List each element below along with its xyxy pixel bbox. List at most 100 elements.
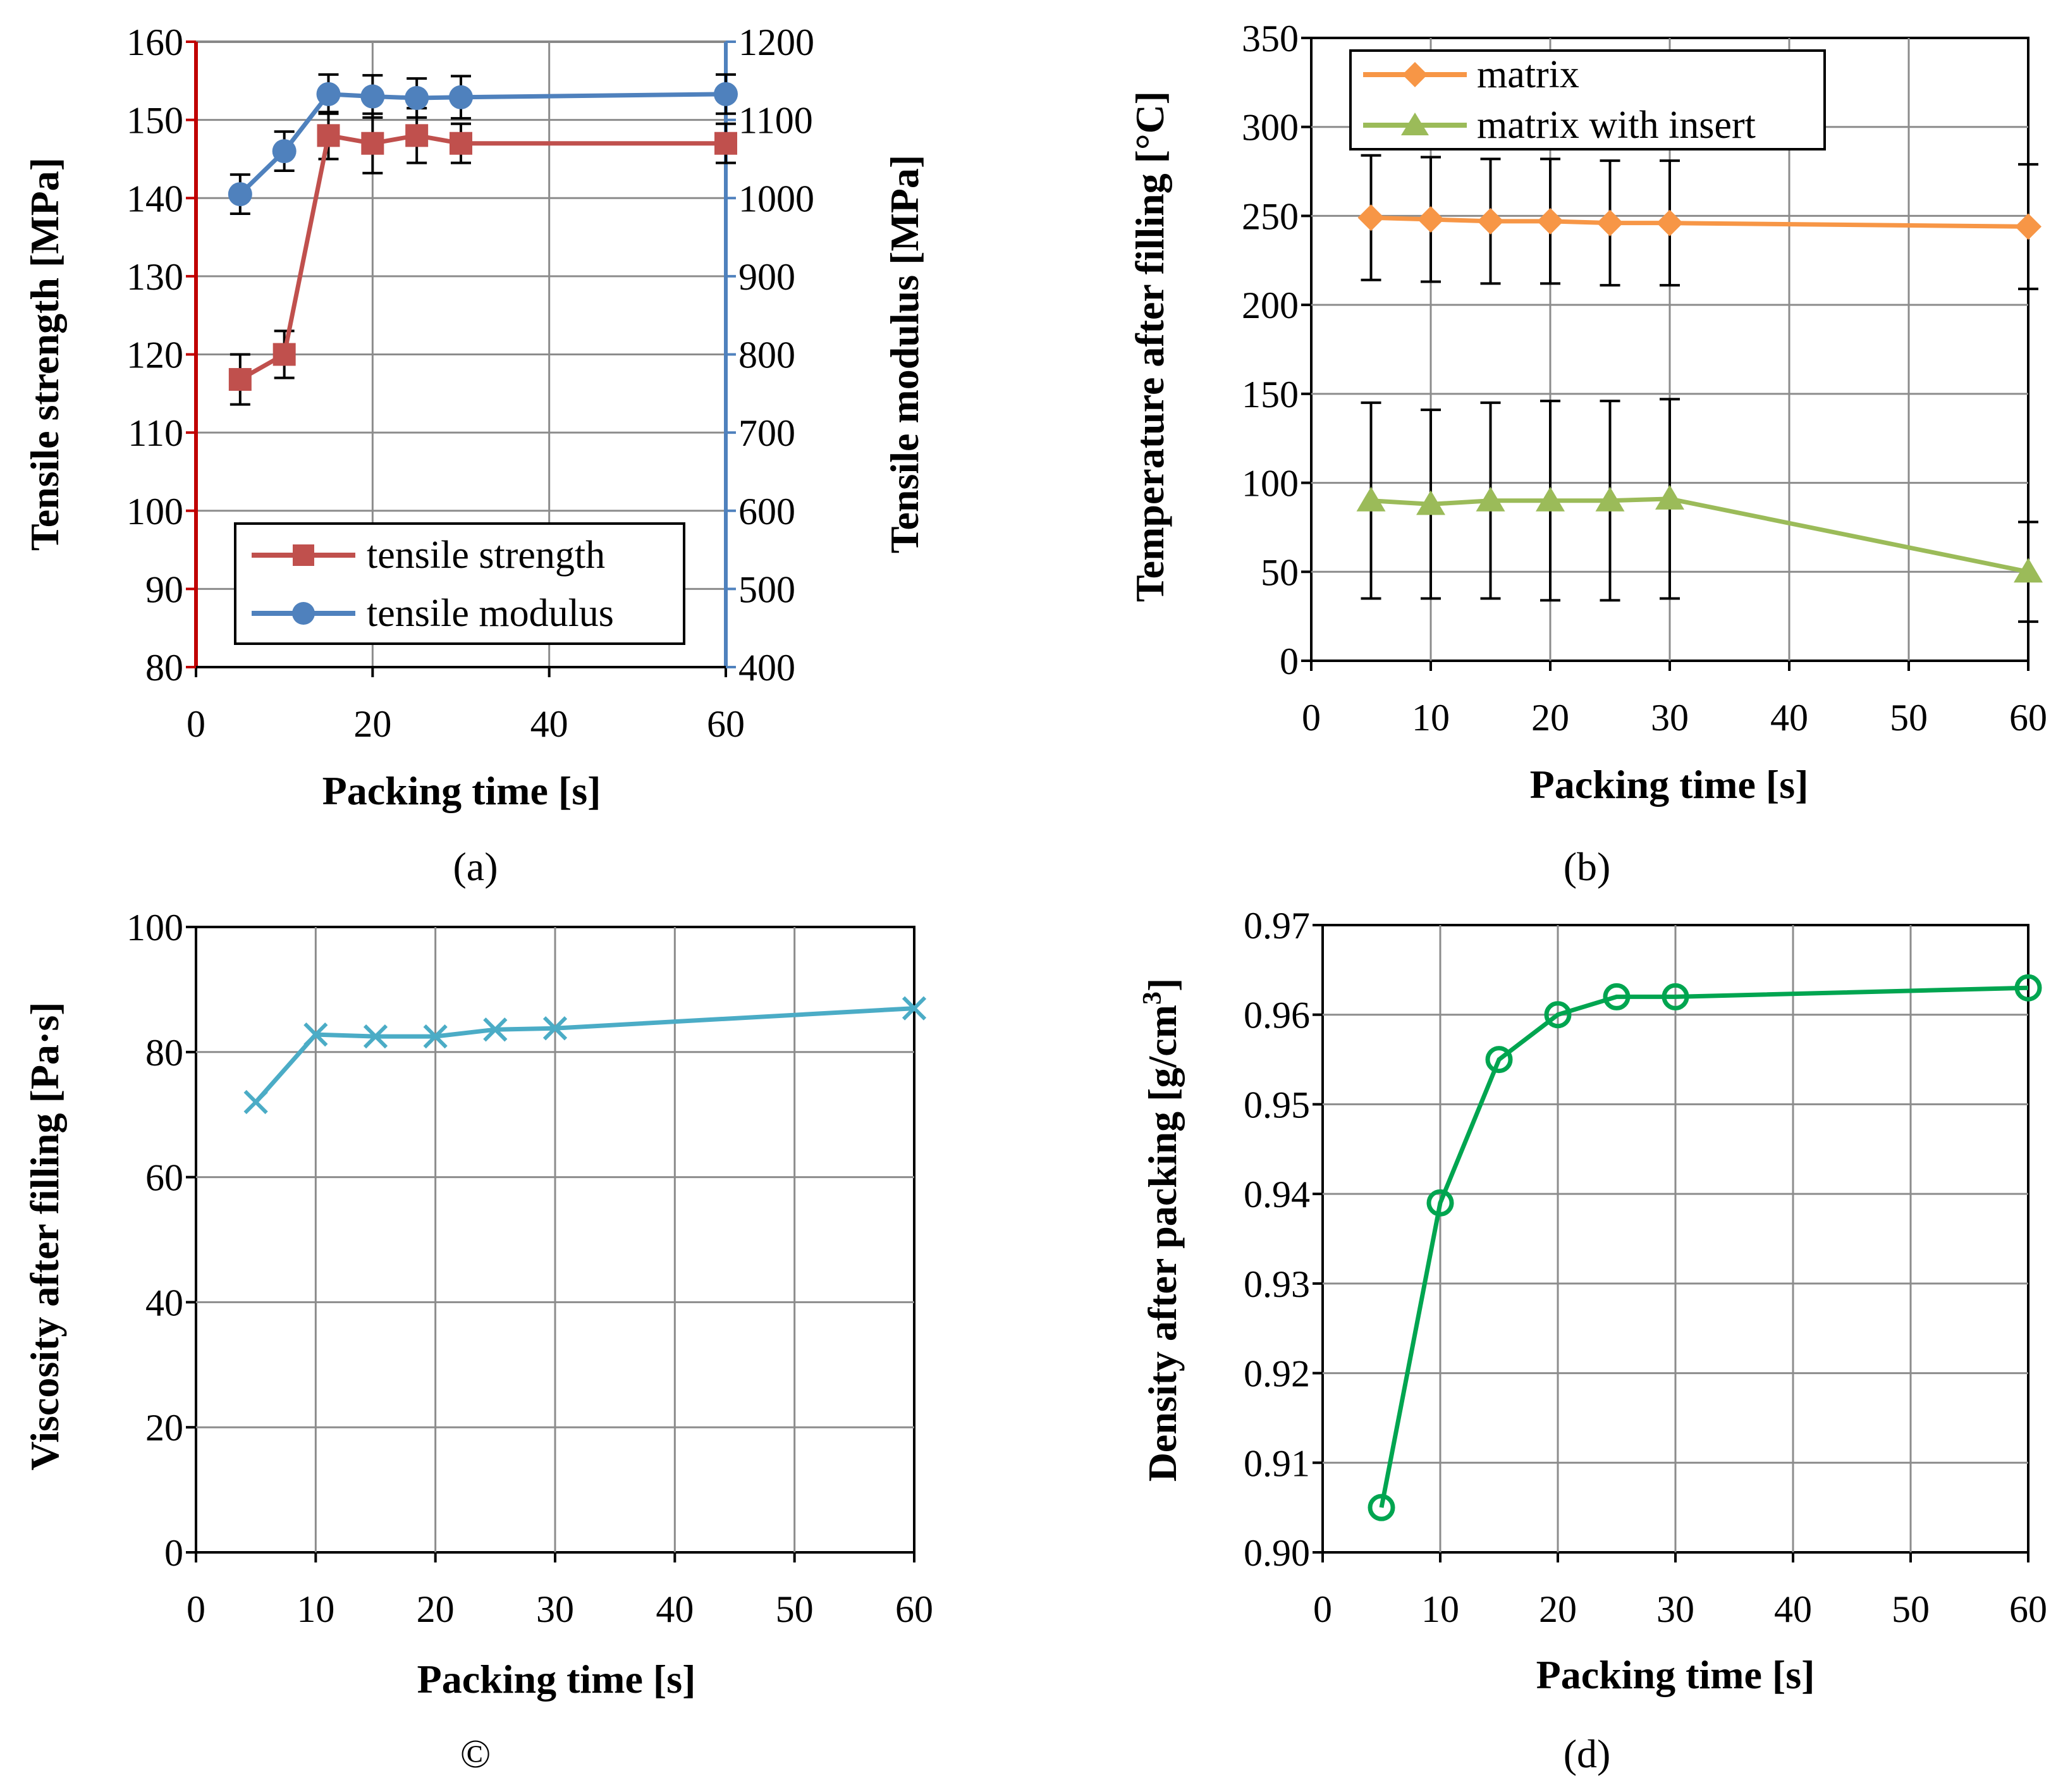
point-matrix-marker xyxy=(1596,209,1624,236)
point-tensile-modulus-marker xyxy=(228,182,252,207)
panel-b-caption: (b) xyxy=(1564,844,1611,889)
y-tick-label: 0.92 xyxy=(1244,1353,1310,1395)
point-density-marker xyxy=(1426,1189,1454,1217)
panel-c-series xyxy=(243,996,927,1115)
panel-d: 0 10 20 30 40 50 60 0.900.910.920.930.940.950.… xyxy=(1138,905,2047,1776)
legend-marker-circle xyxy=(292,602,315,625)
series-density xyxy=(1368,974,2042,1521)
legend-label-tensile-modulus: tensile modulus xyxy=(367,592,614,635)
y-tick-label: 150 xyxy=(126,100,183,142)
series-tensile-modulus xyxy=(228,73,738,215)
point-viscosity-marker xyxy=(363,1024,388,1049)
point-viscosity-marker-stroke xyxy=(363,1024,388,1049)
x-tick-label: 30 xyxy=(1656,1588,1694,1630)
point-density-marker xyxy=(1662,983,1689,1010)
x-tick-label: 20 xyxy=(1539,1588,1577,1630)
panel-c-caption: © xyxy=(460,1731,491,1776)
legend-label-tensile-strength: tensile strength xyxy=(367,534,605,577)
point-viscosity-marker xyxy=(243,1089,268,1115)
panel-a: 0 20 40 60 80 90 100 110 120 130 140 150 160 400 500… xyxy=(22,21,927,889)
y-tick-label: 40 xyxy=(145,1282,183,1323)
y-tick-label: 110 xyxy=(128,412,183,454)
panel-d-y-axis-label: Density after packing [g/cm3] xyxy=(1138,978,1185,1482)
point-density-marker xyxy=(1368,1494,1395,1521)
point-matrix-marker xyxy=(1656,209,1683,236)
y-tick-label: 100 xyxy=(126,491,183,532)
point-tensile-modulus-marker xyxy=(272,139,297,164)
point-matrix-with-insert-marker xyxy=(1595,486,1625,512)
point-matrix-with-insert-marker xyxy=(1416,490,1445,515)
panel-c-y-ticks: 0 20 40 60 80 100 xyxy=(126,907,196,1574)
x-tick-label: 30 xyxy=(536,1588,574,1630)
panel-c-x-axis-label: Packing time [s] xyxy=(417,1657,696,1702)
x-tick-label: 60 xyxy=(2009,1588,2047,1630)
point-tensile-modulus-marker xyxy=(316,82,341,106)
x-tick-label: 0 xyxy=(187,1588,205,1630)
point-matrix-marker xyxy=(1357,204,1385,231)
y-tick-label: 0.91 xyxy=(1244,1442,1310,1484)
x-tick-label: 20 xyxy=(353,703,391,745)
y-tick-label: 80 xyxy=(145,1032,183,1074)
point-tensile-modulus-marker xyxy=(449,85,473,109)
point-tensile-strength-marker xyxy=(361,132,384,155)
point-viscosity-marker-stroke xyxy=(423,1024,448,1049)
point-viscosity-marker-stroke xyxy=(902,996,927,1021)
x-tick-label: 0 xyxy=(187,703,205,745)
y-tick-label-right: 800 xyxy=(738,334,795,376)
point-matrix-marker xyxy=(1417,206,1444,233)
series-tensile-strength xyxy=(228,107,737,406)
y-tick-label-right: 600 xyxy=(738,491,795,532)
y-tick-label: 0 xyxy=(164,1532,183,1574)
series-matrix-with-insert xyxy=(1356,398,2043,623)
panel-a-y-ticks-right: 400 500 600 700 800 900 1000 1100 1200 xyxy=(726,21,814,689)
series-line-density xyxy=(1379,985,2029,1508)
panel-c-y-axis-label: Viscosity after filling [Pa·s] xyxy=(22,1002,67,1470)
y-tick-label-right: 1200 xyxy=(738,21,814,63)
panel-d-y-label-sup: 3 xyxy=(1138,991,1167,1005)
x-tick-label: 30 xyxy=(1651,697,1689,739)
point-viscosity-marker-stroke xyxy=(243,1089,268,1115)
y-tick-label: 120 xyxy=(126,334,183,376)
series-matrix xyxy=(1357,154,2042,290)
panel-a-series xyxy=(228,73,738,406)
x-tick-label: 10 xyxy=(1421,1588,1459,1630)
panel-d-y-label-end: ] xyxy=(1140,978,1185,991)
panel-a-x-ticks: 0 20 40 60 xyxy=(187,667,745,745)
y-tick-label: 90 xyxy=(145,568,183,610)
point-tensile-modulus-marker xyxy=(714,82,738,106)
x-tick-label: 60 xyxy=(707,703,745,745)
y-tick-label-right: 900 xyxy=(738,256,795,298)
point-matrix-marker xyxy=(1537,207,1564,235)
series-line-tensile-strength xyxy=(239,133,726,382)
y-tick-label: 160 xyxy=(126,21,183,63)
y-tick-label-right: 400 xyxy=(738,647,795,689)
legend-marker-diamond xyxy=(1402,62,1428,87)
point-tensile-modulus-marker xyxy=(360,84,385,109)
x-tick-label: 50 xyxy=(1892,1588,1930,1630)
series-line-matrix-with-insert xyxy=(1371,496,2029,574)
y-tick-label-right: 500 xyxy=(738,568,795,610)
panel-a-x-axis-label: Packing time [s] xyxy=(322,768,601,813)
panel-d-y-ticks: 0.90 0.91 0.92 0.93 0.94 0.95 0.96 0.97 xyxy=(1244,905,1323,1574)
y-tick-label: 100 xyxy=(126,907,183,948)
panel-a-y-axis-label-right: Tensile modulus [MPa] xyxy=(882,155,927,554)
panel-c-grid xyxy=(195,926,915,1554)
x-tick-label: 50 xyxy=(1890,697,1928,739)
y-tick-label-right: 1100 xyxy=(738,100,813,142)
x-tick-label: 20 xyxy=(417,1588,455,1630)
point-viscosity-marker xyxy=(542,1016,568,1041)
point-matrix-with-insert-marker xyxy=(1655,484,1684,510)
y-tick-label: 0.96 xyxy=(1244,995,1310,1036)
y-tick-label: 60 xyxy=(145,1157,183,1199)
point-viscosity-marker xyxy=(902,996,927,1021)
point-density-marker xyxy=(1544,1001,1572,1029)
panel-c: 0 10 20 30 40 50 60 0 20 40 60 80 100 Packing time … xyxy=(22,907,933,1776)
y-tick-label: 250 xyxy=(1242,195,1299,237)
point-tensile-strength-marker xyxy=(317,124,340,147)
y-tick-label: 0.90 xyxy=(1244,1532,1310,1574)
x-tick-label: 40 xyxy=(656,1588,694,1630)
y-tick-label: 200 xyxy=(1242,285,1299,326)
point-density-marker xyxy=(1603,983,1631,1010)
y-tick-label: 350 xyxy=(1242,18,1299,59)
series-line-matrix xyxy=(1371,215,2029,229)
